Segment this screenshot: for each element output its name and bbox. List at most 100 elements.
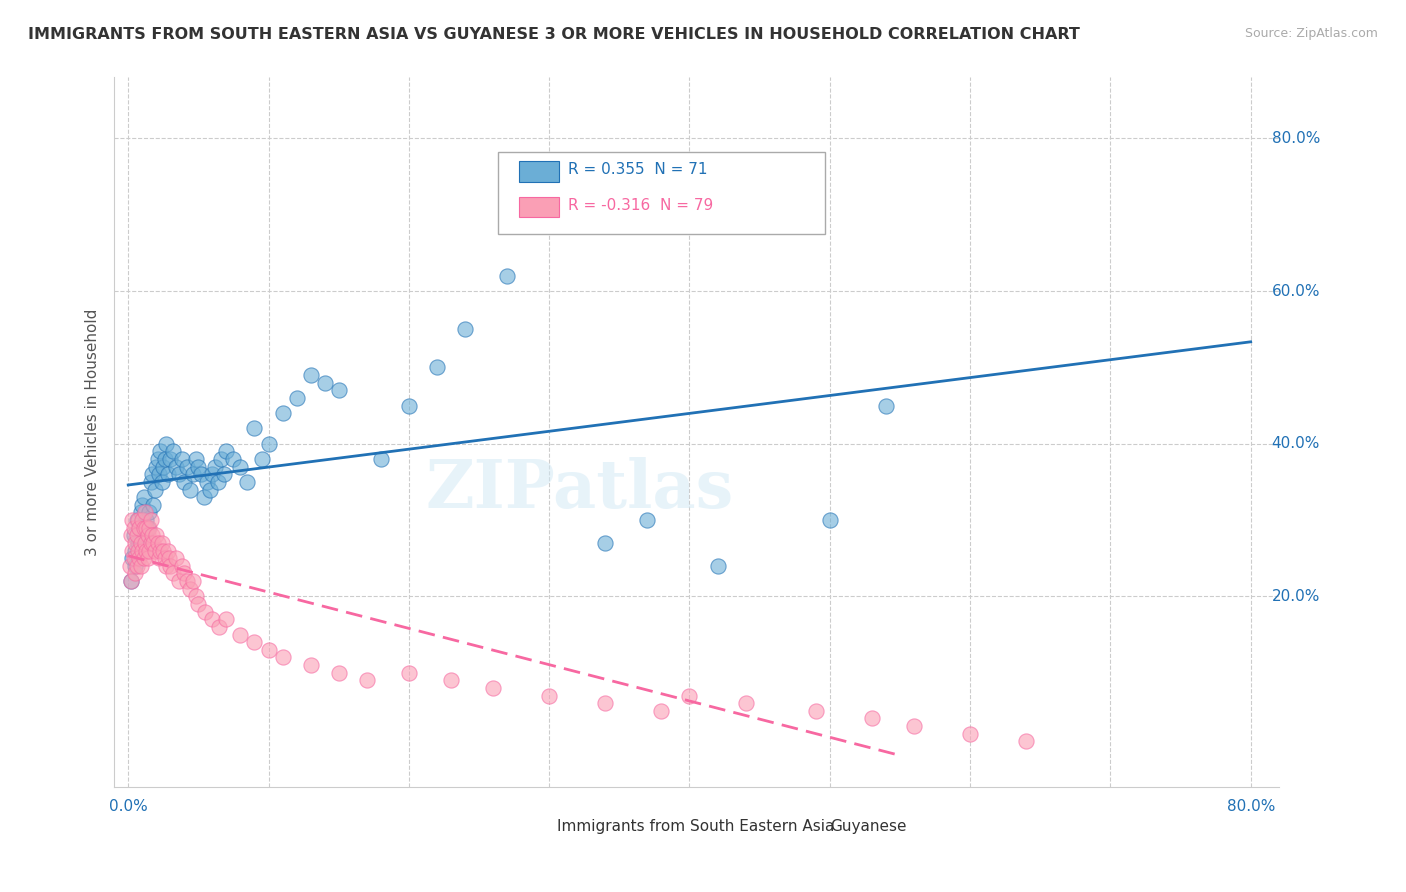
Point [187, 597, 209, 611]
Text: Source: ZipAtlas.com: Source: ZipAtlas.com [1244, 27, 1378, 40]
Text: R = -0.316  N = 79: R = -0.316 N = 79 [568, 198, 714, 212]
Point [170, 558, 193, 573]
Point [204, 459, 226, 474]
Point [243, 635, 266, 649]
Point [139, 475, 162, 489]
Point [207, 475, 229, 489]
Text: R = 0.355  N = 71: R = 0.355 N = 71 [568, 162, 707, 178]
Point [179, 582, 201, 596]
Point [176, 459, 198, 474]
Point [482, 681, 505, 695]
Point [179, 483, 201, 497]
Point [165, 551, 187, 566]
Point [496, 268, 519, 283]
Point [184, 452, 207, 467]
Point [146, 536, 169, 550]
Point [155, 436, 177, 450]
Point [138, 543, 160, 558]
Point [208, 620, 231, 634]
Point [132, 521, 155, 535]
Point [426, 360, 449, 375]
Point [903, 719, 925, 733]
Point [162, 566, 184, 581]
Text: 0.0%: 0.0% [108, 798, 148, 814]
Point [243, 421, 266, 435]
Point [398, 399, 420, 413]
Point [215, 444, 238, 458]
Point [271, 650, 294, 665]
Point [132, 490, 155, 504]
Point [236, 475, 259, 489]
Point [190, 467, 212, 482]
Point [134, 536, 156, 550]
Point [257, 436, 280, 450]
Point [804, 704, 827, 718]
FancyBboxPatch shape [519, 196, 560, 218]
Point [124, 566, 146, 581]
FancyBboxPatch shape [519, 161, 560, 182]
Point [170, 452, 193, 467]
Point [124, 558, 146, 573]
Point [184, 590, 207, 604]
Point [149, 444, 172, 458]
Point [127, 543, 149, 558]
Point [146, 452, 169, 467]
Point [370, 452, 392, 467]
Point [155, 558, 177, 573]
Point [181, 574, 204, 588]
Point [229, 627, 252, 641]
Point [150, 536, 173, 550]
Point [139, 513, 162, 527]
Point [328, 384, 350, 398]
Point [538, 208, 561, 222]
Point [454, 322, 477, 336]
Point [118, 558, 141, 573]
Point [132, 551, 155, 566]
Text: Immigrants from South Eastern Asia: Immigrants from South Eastern Asia [557, 819, 834, 834]
Point [229, 459, 252, 474]
Point [134, 505, 156, 519]
Point [162, 444, 184, 458]
Point [257, 642, 280, 657]
Point [127, 513, 149, 527]
Point [194, 605, 217, 619]
Point [129, 536, 152, 550]
Point [141, 528, 163, 542]
Point [440, 673, 463, 688]
Point [159, 452, 181, 467]
Point [165, 459, 187, 474]
Point [398, 665, 420, 680]
Point [209, 452, 232, 467]
Point [122, 521, 145, 535]
Point [201, 612, 224, 626]
Point [120, 574, 142, 588]
Point [136, 551, 159, 566]
Point [128, 521, 150, 535]
Point [212, 467, 235, 482]
Point [156, 543, 179, 558]
Point [198, 483, 221, 497]
Text: 80.0%: 80.0% [1226, 798, 1275, 814]
Point [157, 551, 180, 566]
Point [1015, 734, 1038, 748]
Point [122, 528, 145, 542]
Point [201, 467, 224, 482]
Point [138, 505, 160, 519]
Point [122, 551, 145, 566]
Point [173, 475, 195, 489]
Text: 60.0%: 60.0% [1272, 284, 1320, 299]
Point [818, 513, 841, 527]
Point [153, 551, 176, 566]
Point [149, 543, 172, 558]
Point [121, 513, 143, 527]
Point [593, 696, 616, 710]
Text: IMMIGRANTS FROM SOUTH EASTERN ASIA VS GUYANESE 3 OR MORE VEHICLES IN HOUSEHOLD C: IMMIGRANTS FROM SOUTH EASTERN ASIA VS GU… [28, 27, 1080, 42]
FancyBboxPatch shape [763, 814, 815, 838]
Point [678, 689, 700, 703]
Point [156, 467, 179, 482]
Point [285, 391, 308, 405]
Text: ZIPatlas: ZIPatlas [426, 457, 734, 522]
Point [125, 513, 148, 527]
Point [860, 711, 883, 725]
Point [152, 543, 174, 558]
